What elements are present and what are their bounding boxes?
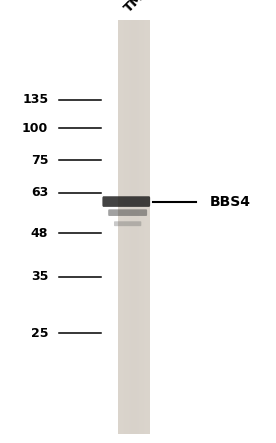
Bar [136,20,137,434]
Bar [127,20,128,434]
Bar [118,20,150,434]
Bar [124,20,125,434]
Text: 75: 75 [31,154,48,167]
Text: BBS4: BBS4 [210,194,251,209]
Bar [123,20,124,434]
Bar [135,20,136,434]
Bar [139,20,140,434]
Text: 100: 100 [22,122,48,135]
Bar [119,20,120,434]
Text: 35: 35 [31,270,48,284]
Bar [148,20,149,434]
Bar [121,20,122,434]
Bar [144,20,145,434]
Bar [129,20,130,434]
Bar [147,20,148,434]
Text: 48: 48 [31,227,48,240]
Bar [122,20,123,434]
Bar [125,20,126,434]
Bar [140,20,141,434]
Bar [132,20,133,434]
Bar [120,20,121,434]
Bar [138,20,139,434]
Bar [126,20,127,434]
Bar [134,20,135,434]
FancyBboxPatch shape [102,196,150,207]
Bar [145,20,146,434]
Bar [130,20,131,434]
Bar [137,20,138,434]
Bar [133,20,134,434]
Text: TM4: TM4 [122,0,154,16]
Text: 63: 63 [31,186,48,199]
Bar [128,20,129,434]
Bar [141,20,142,434]
Bar [146,20,147,434]
Bar [142,20,143,434]
FancyBboxPatch shape [114,222,141,226]
Bar [131,20,132,434]
Bar [143,20,144,434]
Bar [149,20,150,434]
Text: 25: 25 [31,326,48,340]
FancyBboxPatch shape [108,209,147,216]
Text: 135: 135 [22,93,48,106]
Bar [118,20,119,434]
